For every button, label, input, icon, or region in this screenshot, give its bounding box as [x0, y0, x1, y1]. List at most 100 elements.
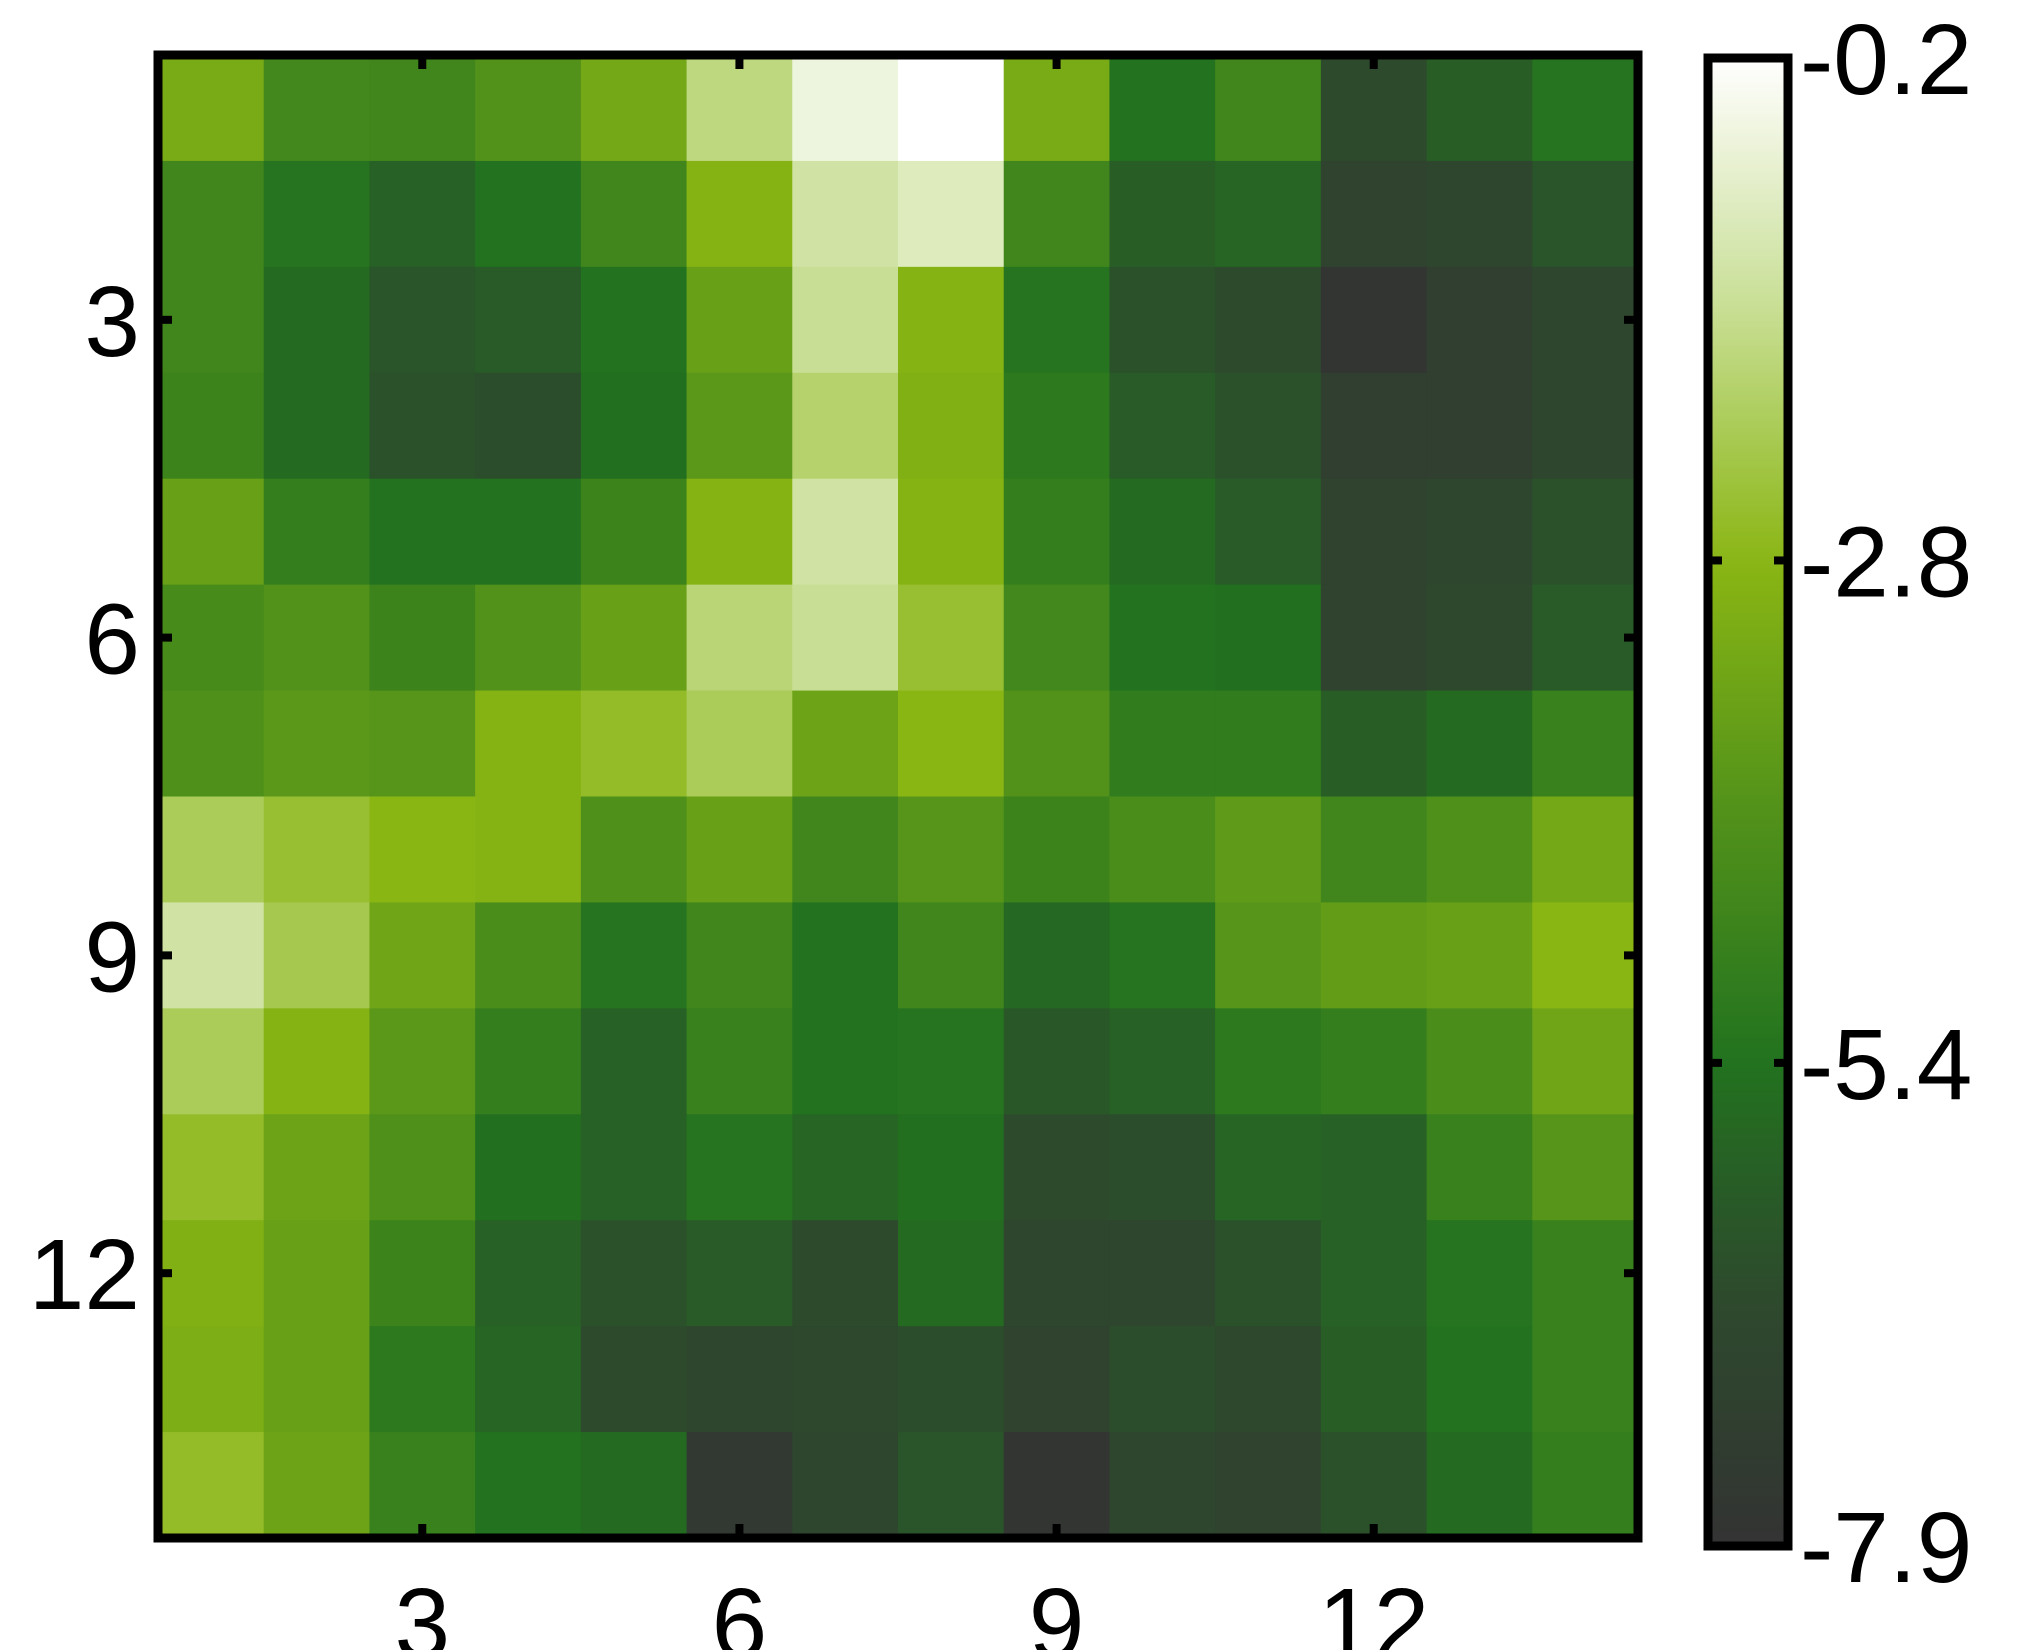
heatmap-cell [158, 160, 265, 268]
heatmap-cell [792, 478, 899, 586]
heatmap-cell [1109, 690, 1216, 798]
heatmap-cell [1003, 55, 1111, 162]
heatmap-cell [369, 1008, 476, 1115]
heatmap-cell [158, 690, 265, 798]
y-tick-label: 6 [84, 584, 140, 696]
heatmap-cell [1320, 478, 1428, 586]
heatmap-cell [475, 690, 582, 798]
heatmap-cell [686, 55, 793, 162]
heatmap-cell [1109, 1432, 1216, 1539]
heatmap-cell [475, 1008, 582, 1115]
heatmap-cell [898, 266, 1005, 374]
heatmap-cell [369, 55, 476, 162]
heatmap-cell [1215, 55, 1322, 162]
heatmap-cell [369, 690, 476, 798]
heatmap-cell [475, 1114, 582, 1221]
heatmap-cell [1320, 55, 1428, 162]
heatmap-cell [1532, 1114, 1639, 1221]
heatmap-cell [1320, 1220, 1428, 1327]
heatmap-cell [686, 266, 793, 374]
heatmap-cell [1003, 1432, 1111, 1539]
colorbar-tick-label: -5.4 [1800, 1009, 1972, 1121]
heatmap-cells [158, 55, 1639, 1539]
heatmap-cell [1426, 796, 1533, 904]
heatmap-cell [1532, 1326, 1639, 1433]
heatmap-cell [580, 584, 688, 692]
heatmap-cell [263, 584, 371, 692]
heatmap-cell [1426, 160, 1533, 268]
colorbar-tick-labels: -0.2 -2.8 -5.4 -7.9 [1800, 4, 1972, 1604]
heatmap-cell [475, 584, 582, 692]
heatmap-cell [475, 1220, 582, 1327]
heatmap-cell [1003, 266, 1111, 374]
heatmap-cell [1003, 690, 1111, 798]
heatmap-cell [1426, 1008, 1533, 1115]
heatmap-cell [1109, 1326, 1216, 1433]
heatmap-cell [263, 1432, 371, 1539]
heatmap-cell [1109, 902, 1216, 1009]
heatmap-cell [158, 1326, 265, 1433]
heatmap-cell [1532, 796, 1639, 904]
colorbar-tick-label: -0.2 [1800, 4, 1972, 116]
heatmap-cell [263, 1008, 371, 1115]
axis-ticks [158, 55, 1638, 1538]
heatmap-cell [263, 55, 371, 162]
heatmap-cell [1426, 55, 1533, 162]
heatmap-cell [1215, 1432, 1322, 1539]
heatmap-cell [1532, 902, 1639, 1009]
heatmap-cell [580, 796, 688, 904]
heatmap-cell [1215, 796, 1322, 904]
heatmap-cell [1003, 796, 1111, 904]
heatmap-cell [792, 1326, 899, 1433]
heatmap-cell [369, 266, 476, 374]
heatmap-cell [1109, 1114, 1216, 1221]
heatmap-cell [1109, 584, 1216, 692]
heatmap-cell [792, 1114, 899, 1221]
heatmap-cell [686, 584, 793, 692]
x-tick-label: 6 [712, 1568, 768, 1650]
heatmap-cell [1426, 478, 1533, 586]
heatmap-cell [1426, 690, 1533, 798]
heatmap-cell [1532, 584, 1639, 692]
heatmap-cell [686, 796, 793, 904]
heatmap-cell [1109, 160, 1216, 268]
heatmap-cell [686, 1432, 793, 1539]
x-axis-tick-labels: 3 6 9 12 [394, 1568, 1429, 1650]
heatmap-cell [1109, 372, 1216, 480]
y-axis-tick-labels: 3 6 9 12 [29, 266, 140, 1331]
heatmap-cell [792, 160, 899, 268]
heatmap-cell [580, 1008, 688, 1115]
heatmap-cell [792, 584, 899, 692]
heatmap-cell [1532, 478, 1639, 586]
heatmap-cell [1109, 266, 1216, 374]
heatmap-cell [1109, 1220, 1216, 1327]
heatmap-cell [686, 372, 793, 480]
heatmap-cell [1320, 1114, 1428, 1221]
heatmap-cell [475, 902, 582, 1009]
heatmap-cell [1426, 372, 1533, 480]
heatmap-cell [263, 1114, 371, 1221]
heatmap-cell [263, 372, 371, 480]
heatmap-cell [158, 1220, 265, 1327]
colorbar [1703, 53, 1793, 1551]
heatmap-cell [1320, 160, 1428, 268]
heatmap-cell [792, 1220, 899, 1327]
heatmap-cell [792, 1008, 899, 1115]
heatmap-cell [1426, 1432, 1533, 1539]
heatmap-cell [263, 1220, 371, 1327]
heatmap-cell [369, 1114, 476, 1221]
heatmap-cell [1215, 1008, 1322, 1115]
x-tick-label: 12 [1318, 1568, 1429, 1650]
heatmap-cell [1320, 902, 1428, 1009]
heatmap-cell [898, 1220, 1005, 1327]
heatmap-cell [475, 55, 582, 162]
heatmap-cell [580, 478, 688, 586]
heatmap-cell [475, 160, 582, 268]
heatmap-cell [1532, 372, 1639, 480]
heatmap-cell [898, 55, 1005, 162]
heatmap-cell [1109, 796, 1216, 904]
heatmap-cell [1215, 372, 1322, 480]
heatmap-cell [792, 55, 899, 162]
y-tick-label: 12 [29, 1219, 140, 1331]
heatmap-cell [580, 690, 688, 798]
